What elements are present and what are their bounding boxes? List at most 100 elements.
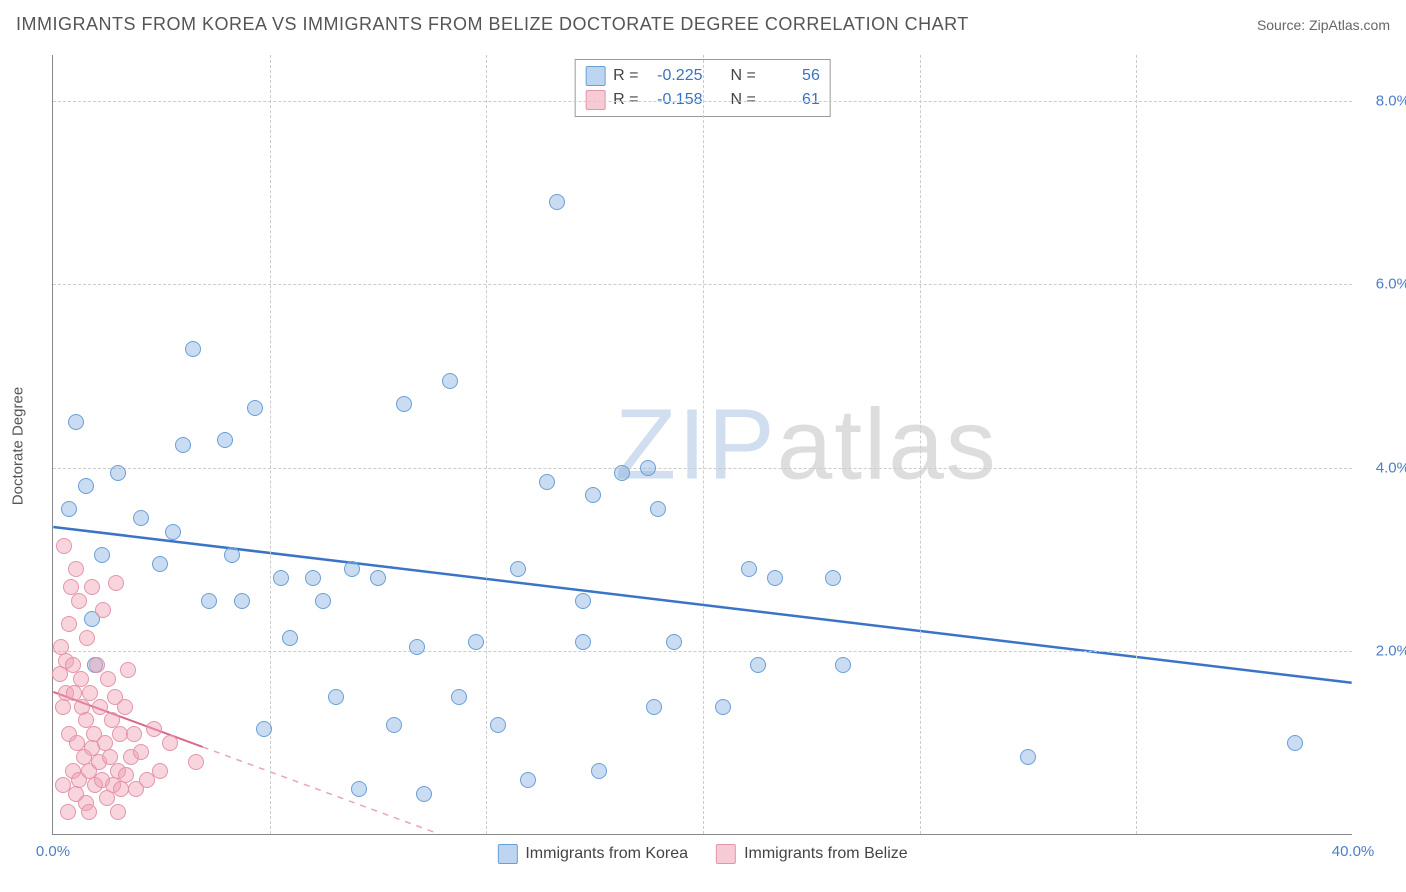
- point-korea: [94, 547, 110, 563]
- x-tick-label: 0.0%: [36, 843, 70, 860]
- point-korea: [750, 657, 766, 673]
- point-belize: [61, 616, 77, 632]
- r-value-korea: -0.225: [647, 67, 703, 85]
- swatch-korea-bottom: [497, 844, 517, 864]
- y-tick-label: 2.0%: [1376, 643, 1406, 660]
- point-belize: [112, 726, 128, 742]
- point-belize: [95, 602, 111, 618]
- x-tick-label: 40.0%: [1332, 843, 1375, 860]
- point-belize: [84, 579, 100, 595]
- legend-label-korea: Immigrants from Korea: [525, 845, 688, 863]
- point-korea: [68, 414, 84, 430]
- point-korea: [549, 194, 565, 210]
- point-korea: [110, 465, 126, 481]
- point-belize: [71, 593, 87, 609]
- point-korea: [273, 570, 289, 586]
- point-korea: [591, 763, 607, 779]
- legend-series: Immigrants from Korea Immigrants from Be…: [497, 844, 907, 864]
- point-korea: [386, 717, 402, 733]
- point-korea: [767, 570, 783, 586]
- point-korea: [575, 593, 591, 609]
- point-belize: [68, 561, 84, 577]
- source-name: ZipAtlas.com: [1309, 17, 1390, 33]
- point-korea: [640, 460, 656, 476]
- point-korea: [585, 487, 601, 503]
- y-axis-label: Doctorate Degree: [10, 387, 27, 505]
- gridline-v: [486, 55, 487, 834]
- point-korea: [201, 593, 217, 609]
- chart-container: IMMIGRANTS FROM KOREA VS IMMIGRANTS FROM…: [0, 0, 1406, 892]
- point-korea: [175, 437, 191, 453]
- point-korea: [185, 341, 201, 357]
- point-korea: [344, 561, 360, 577]
- point-korea: [520, 772, 536, 788]
- point-korea: [165, 524, 181, 540]
- point-belize: [108, 575, 124, 591]
- point-belize: [162, 735, 178, 751]
- source-attribution: Source: ZipAtlas.com: [1257, 17, 1390, 33]
- point-korea: [61, 501, 77, 517]
- n-value-korea: 56: [764, 67, 820, 85]
- point-korea: [510, 561, 526, 577]
- gridline-v: [920, 55, 921, 834]
- point-korea: [825, 570, 841, 586]
- legend-item-belize: Immigrants from Belize: [716, 844, 908, 864]
- point-korea: [409, 639, 425, 655]
- point-korea: [539, 474, 555, 490]
- point-korea: [1287, 735, 1303, 751]
- legend-item-korea: Immigrants from Korea: [497, 844, 688, 864]
- point-korea: [614, 465, 630, 481]
- point-belize: [56, 538, 72, 554]
- point-korea: [1020, 749, 1036, 765]
- point-korea: [646, 699, 662, 715]
- point-korea: [741, 561, 757, 577]
- point-belize: [100, 671, 116, 687]
- gridline-v: [1136, 55, 1137, 834]
- y-tick-label: 6.0%: [1376, 276, 1406, 293]
- swatch-korea: [585, 66, 605, 86]
- watermark: ZIPatlas: [615, 387, 998, 502]
- point-korea: [468, 634, 484, 650]
- point-korea: [396, 396, 412, 412]
- point-korea: [152, 556, 168, 572]
- point-belize: [89, 657, 105, 673]
- point-belize: [126, 726, 142, 742]
- point-korea: [650, 501, 666, 517]
- point-belize: [120, 662, 136, 678]
- watermark-zip: ZIP: [615, 388, 777, 500]
- point-korea: [666, 634, 682, 650]
- point-korea: [328, 689, 344, 705]
- point-korea: [451, 689, 467, 705]
- point-korea: [217, 432, 233, 448]
- point-korea: [416, 786, 432, 802]
- point-korea: [575, 634, 591, 650]
- point-korea: [835, 657, 851, 673]
- point-korea: [370, 570, 386, 586]
- watermark-atlas: atlas: [777, 388, 998, 500]
- y-tick-label: 8.0%: [1376, 92, 1406, 109]
- chart-title: IMMIGRANTS FROM KOREA VS IMMIGRANTS FROM…: [16, 14, 969, 35]
- point-belize: [146, 721, 162, 737]
- point-belize: [55, 699, 71, 715]
- point-korea: [442, 373, 458, 389]
- point-korea: [315, 593, 331, 609]
- point-belize: [117, 699, 133, 715]
- point-korea: [282, 630, 298, 646]
- point-belize: [133, 744, 149, 760]
- n-label-korea: N =: [731, 67, 756, 85]
- title-bar: IMMIGRANTS FROM KOREA VS IMMIGRANTS FROM…: [16, 14, 1390, 35]
- point-belize: [99, 790, 115, 806]
- point-korea: [133, 510, 149, 526]
- point-korea: [256, 721, 272, 737]
- plot-area: ZIPatlas R = -0.225 N = 56 R = -0.158 N …: [52, 55, 1352, 835]
- point-korea: [305, 570, 321, 586]
- point-korea: [715, 699, 731, 715]
- gridline-v: [703, 55, 704, 834]
- point-belize: [79, 630, 95, 646]
- swatch-belize-bottom: [716, 844, 736, 864]
- point-korea: [224, 547, 240, 563]
- point-korea: [234, 593, 250, 609]
- point-belize: [81, 804, 97, 820]
- point-belize: [113, 781, 129, 797]
- point-belize: [110, 804, 126, 820]
